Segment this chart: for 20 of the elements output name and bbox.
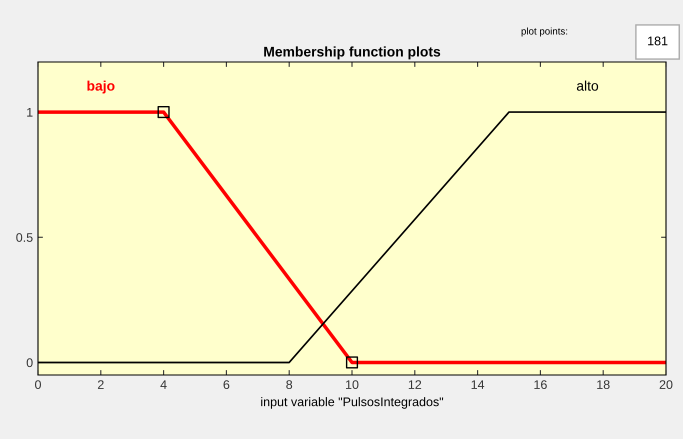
text: plot points:	[522, 27, 568, 37]
x-tick-label: 4	[160, 380, 167, 389]
text: 181	[648, 36, 668, 46]
y-tick-label: 1	[27, 108, 33, 117]
x-tick-label: 8	[286, 380, 292, 390]
x-tick-label: 10	[346, 380, 358, 390]
x-tick-label: 14	[472, 380, 484, 389]
x-tick-label: 18	[597, 380, 610, 390]
series-label: alto	[576, 80, 598, 91]
y-tick-label: 0.5	[16, 233, 33, 242]
y-tick-label: 0	[26, 358, 33, 368]
x-tick-label: 20	[660, 380, 672, 390]
x-tick-label: 0	[35, 380, 41, 390]
series-label: bajo	[87, 80, 115, 94]
x-tick-label: 12	[408, 380, 422, 389]
x-tick-label: 6	[224, 380, 230, 390]
chart-title: Membership function plots	[264, 46, 440, 60]
x-axis-title: input variable "PulsosIntegrados"	[261, 397, 444, 409]
x-tick-label: 2	[98, 380, 104, 389]
x-tick-label: 16	[534, 380, 547, 390]
